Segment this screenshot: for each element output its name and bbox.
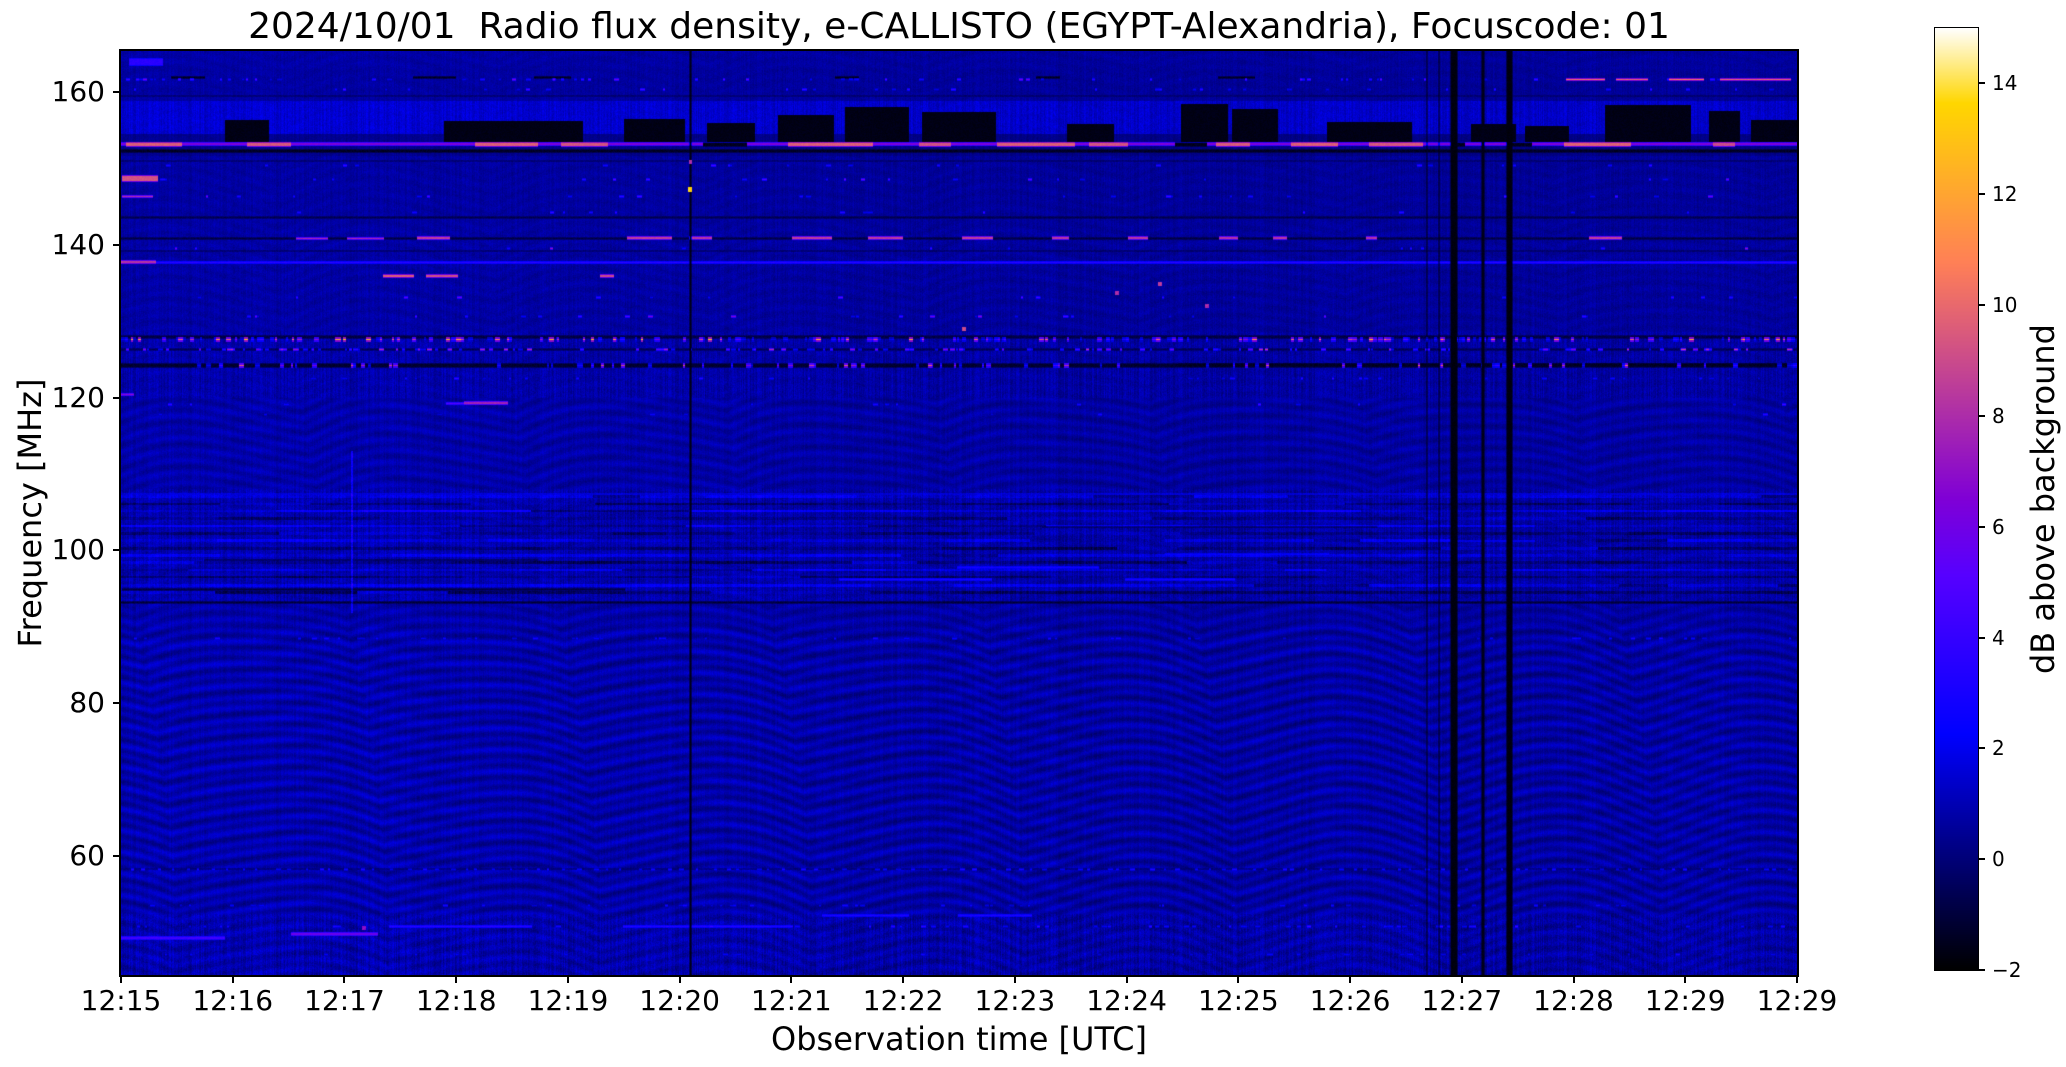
x-axis-label: Observation time [UTC] — [771, 1020, 1147, 1058]
colorbar-tick-label: 6 — [1992, 514, 2005, 539]
colorbar-label: dB above background — [2024, 324, 2062, 674]
x-tick-label: 12:18 — [415, 984, 497, 1017]
y-tick-label: 100 — [51, 533, 105, 567]
x-tick-mark — [902, 975, 905, 983]
chart-title: 2024/10/01 Radio flux density, e-CALLIST… — [248, 6, 1670, 47]
colorbar-canvas — [1935, 28, 1978, 970]
x-tick-mark — [455, 975, 458, 983]
x-tick-label: 12:17 — [304, 984, 385, 1017]
x-tick-label: 12:20 — [639, 984, 720, 1017]
x-tick-label: 12:26 — [1309, 984, 1391, 1017]
colorbar-tick-mark — [1978, 414, 1985, 417]
y-tick-label: 80 — [69, 686, 105, 720]
x-tick-mark — [1460, 975, 1463, 983]
x-tick-mark — [1013, 975, 1016, 983]
colorbar-tick-label: −2 — [1992, 958, 2022, 982]
x-tick-label: 12:25 — [1197, 984, 1279, 1017]
x-tick-mark — [1349, 975, 1352, 983]
colorbar-tick-mark — [1978, 304, 1985, 307]
y-axis-label: Frequency [MHz] — [11, 378, 49, 648]
x-tick-mark — [790, 975, 793, 983]
x-tick-mark — [566, 975, 569, 983]
colorbar-tick-label: 0 — [1992, 847, 2005, 872]
y-tick-mark — [113, 90, 121, 93]
x-tick-label: 12:24 — [1086, 984, 1167, 1017]
colorbar-tick-label: 8 — [1992, 403, 2005, 428]
colorbar-tick-mark — [1978, 82, 1985, 85]
colorbar-tick-mark — [1978, 636, 1985, 639]
x-tick-label: 12:15 — [80, 984, 162, 1017]
colorbar-tick-label: 4 — [1992, 625, 2005, 650]
x-tick-label: 12:27 — [1421, 984, 1503, 1017]
colorbar-tick-label: 2 — [1992, 736, 2005, 761]
spectrogram-plot-area — [119, 49, 1799, 977]
colorbar-tick-label: 12 — [1992, 182, 2018, 207]
x-tick-label: 12:29 — [1756, 984, 1838, 1017]
y-tick-mark — [113, 702, 121, 705]
y-tick-label: 120 — [51, 380, 105, 414]
colorbar — [1934, 27, 1979, 971]
colorbar-tick-mark — [1978, 193, 1985, 196]
y-tick-mark — [113, 243, 121, 246]
x-tick-mark — [1237, 975, 1240, 983]
x-tick-label: 12:23 — [974, 984, 1056, 1017]
x-tick-mark — [1684, 975, 1687, 983]
y-tick-label: 60 — [69, 839, 105, 873]
x-tick-label: 12:21 — [751, 984, 832, 1017]
spectrogram-canvas — [121, 51, 1797, 975]
x-tick-mark — [1125, 975, 1128, 983]
x-tick-mark — [120, 975, 122, 983]
colorbar-tick-label: 10 — [1992, 293, 2018, 318]
x-tick-label: 12:16 — [192, 984, 274, 1017]
x-tick-mark — [231, 975, 234, 983]
colorbar-tick-mark — [1978, 747, 1985, 750]
colorbar-tick-label: 14 — [1992, 71, 2018, 96]
y-tick-label: 140 — [51, 227, 105, 261]
y-tick-mark — [113, 855, 121, 858]
x-tick-label: 12:22 — [862, 984, 944, 1017]
x-tick-mark — [1796, 975, 1798, 983]
x-tick-mark — [678, 975, 681, 983]
y-tick-label: 160 — [51, 74, 105, 108]
x-tick-label: 12:29 — [1644, 984, 1726, 1017]
y-tick-mark — [113, 549, 121, 552]
colorbar-tick-mark — [1978, 525, 1985, 528]
colorbar-tick-mark — [1978, 858, 1985, 861]
y-tick-mark — [113, 396, 121, 399]
x-tick-label: 12:28 — [1533, 984, 1614, 1017]
colorbar-tick-mark — [1978, 969, 1985, 971]
x-tick-label: 12:19 — [527, 984, 609, 1017]
x-tick-mark — [1572, 975, 1575, 983]
x-tick-mark — [343, 975, 346, 983]
